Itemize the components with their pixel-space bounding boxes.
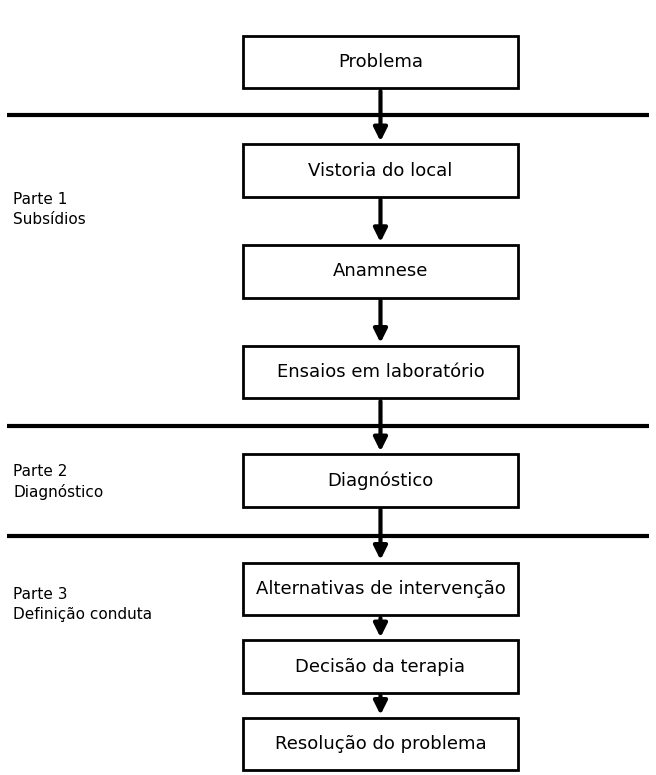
Text: Parte 1
Subsídios: Parte 1 Subsídios bbox=[13, 192, 86, 226]
FancyBboxPatch shape bbox=[243, 640, 518, 693]
Text: Alternativas de intervenção: Alternativas de intervenção bbox=[256, 580, 505, 598]
FancyBboxPatch shape bbox=[243, 346, 518, 398]
FancyBboxPatch shape bbox=[243, 144, 518, 197]
FancyBboxPatch shape bbox=[243, 245, 518, 298]
FancyBboxPatch shape bbox=[243, 718, 518, 770]
Text: Diagnóstico: Diagnóstico bbox=[327, 471, 434, 490]
Text: Vistoria do local: Vistoria do local bbox=[308, 161, 453, 180]
Text: Ensaios em laboratório: Ensaios em laboratório bbox=[277, 363, 484, 381]
FancyBboxPatch shape bbox=[243, 36, 518, 88]
Text: Parte 3
Definição conduta: Parte 3 Definição conduta bbox=[13, 587, 152, 622]
Text: Decisão da terapia: Decisão da terapia bbox=[295, 657, 466, 676]
FancyBboxPatch shape bbox=[243, 563, 518, 615]
Text: Anamnese: Anamnese bbox=[333, 262, 428, 281]
Text: Resolução do problema: Resolução do problema bbox=[275, 735, 486, 753]
FancyBboxPatch shape bbox=[243, 454, 518, 507]
Text: Parte 2
Diagnóstico: Parte 2 Diagnóstico bbox=[13, 464, 104, 500]
Text: Problema: Problema bbox=[338, 53, 423, 71]
